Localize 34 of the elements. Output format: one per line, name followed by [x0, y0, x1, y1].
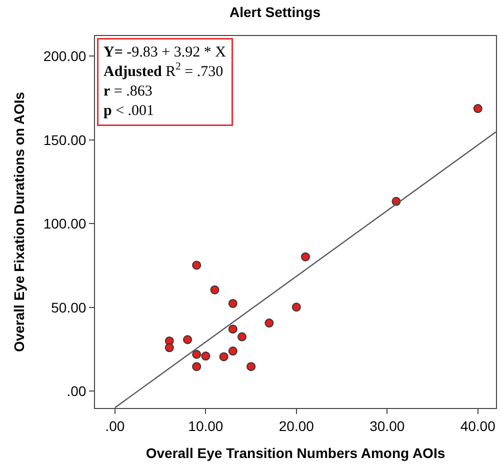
y-tick-label: 50.00: [51, 299, 86, 316]
point: [210, 285, 220, 294]
point: [192, 362, 202, 372]
annotation: p < .001: [104, 103, 154, 119]
point: [183, 335, 192, 344]
point: [192, 350, 202, 359]
annotation: Adjusted R$^{2}$ = .730: [104, 62, 224, 80]
y-tick-label: 200.00: [43, 48, 86, 64]
x-tick-label: 40.00: [460, 418, 496, 434]
point: [264, 318, 274, 328]
x-tick-label: .00: [105, 418, 125, 434]
point: [246, 362, 256, 372]
point: [228, 324, 238, 334]
y-tick-label: 150.00: [43, 132, 86, 148]
point: [228, 298, 238, 308]
point: [237, 332, 246, 342]
x-axis-title: Overall Eye Transition Numbers Among AOIs: [146, 445, 446, 462]
point: [228, 346, 238, 356]
point: [300, 252, 310, 262]
y-tick-label: 100.00: [43, 216, 86, 232]
x-tick-label: 20.00: [278, 418, 314, 434]
point: [292, 302, 301, 312]
y-axis-title: Overall Eye Fixation Durations on AOIs: [10, 92, 27, 352]
chart-title: Alert Settings: [229, 4, 321, 20]
annotation: Y= -9.83 + 3.92 * X: [104, 44, 226, 60]
annotation: r = .863: [104, 84, 152, 100]
y-tick-label: .00: [66, 383, 86, 400]
point: [164, 343, 174, 352]
point: [192, 260, 202, 270]
x-tick-label: 30.00: [370, 418, 405, 434]
point: [473, 104, 482, 114]
point: [201, 352, 210, 361]
point: [219, 352, 228, 362]
x-tick-label: 10.00: [188, 418, 224, 434]
